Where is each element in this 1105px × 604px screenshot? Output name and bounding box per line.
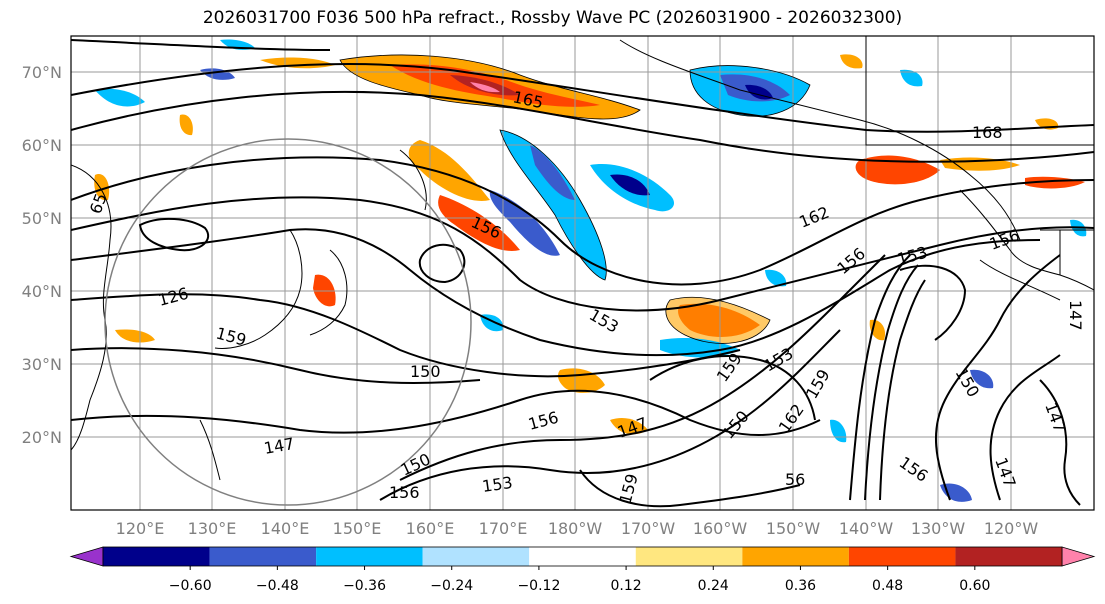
- contour-label: 168: [972, 123, 1003, 142]
- colorbar-segment: [742, 547, 849, 566]
- colorbar-tick-label: −0.24: [430, 578, 473, 594]
- colorbar-segment: [422, 547, 530, 566]
- colorbar-segment: [635, 547, 743, 566]
- lat-tick-label: 70°N: [22, 63, 62, 82]
- colorbar-extend-high: [1061, 546, 1096, 567]
- lon-tick-label: 170°E: [479, 519, 528, 538]
- lon-tick-label: 150°E: [333, 519, 382, 538]
- colorbar-segment: [848, 547, 956, 566]
- lat-tick-label: 50°N: [22, 209, 62, 228]
- colorbar-tick-label: −0.60: [169, 578, 212, 594]
- lat-tick-label: 40°N: [22, 282, 62, 301]
- contour-lines: [71, 39, 1094, 508]
- colorbar-segment: [209, 547, 317, 566]
- positive-anomaly-shading: [94, 54, 1085, 435]
- contour-label: 153: [481, 473, 514, 496]
- latitude-labels: 70°N 60°N 50°N 40°N 30°N 20°N: [22, 63, 62, 447]
- colorbar-tick-labels: −0.60 −0.48 −0.36 −0.24 −0.12 0.12 0.24 0.36 0.4…: [169, 566, 990, 594]
- colorbar-extend-low: [69, 546, 104, 567]
- map-frame: [70, 35, 1095, 511]
- anomaly-outlines: [339, 54, 811, 344]
- contour-label: 56: [785, 470, 805, 489]
- map-title: 2026031700 F036 500 hPa refract., Rossby…: [202, 8, 903, 28]
- lat-tick-label: 20°N: [22, 428, 62, 447]
- colorbar-segment: [316, 547, 423, 566]
- colorbar-segment: [955, 547, 1062, 566]
- colorbar-tick-label: 0.12: [611, 578, 642, 594]
- lon-tick-label: 160°W: [693, 519, 748, 538]
- lon-tick-label: 130°W: [911, 519, 966, 538]
- longitude-labels: 120°E 130°E 140°E 150°E 160°E 170°E 180°W 170°W…: [116, 519, 1039, 538]
- lat-tick-label: 60°N: [22, 136, 62, 155]
- radius-circle: [104, 138, 472, 506]
- colorbar: [69, 546, 1096, 567]
- colorbar-tick-label: 0.24: [698, 578, 729, 594]
- lon-tick-label: 120°E: [116, 519, 165, 538]
- lon-tick-label: 130°E: [188, 519, 237, 538]
- colorbar-segment: [103, 547, 210, 566]
- colorbar-tick-label: 0.48: [872, 578, 903, 594]
- lon-tick-label: 140°W: [839, 519, 894, 538]
- colorbar-frame: [102, 546, 1063, 567]
- lon-tick-label: 180°W: [548, 519, 603, 538]
- colorbar-tick-label: 0.36: [785, 578, 816, 594]
- lat-tick-label: 30°N: [22, 355, 62, 374]
- lon-tick-label: 140°E: [261, 519, 310, 538]
- colorbar-tick-label: 0.60: [959, 578, 990, 594]
- colorbar-tick-label: −0.48: [256, 578, 299, 594]
- negative-anomaly-shading: [95, 39, 1087, 502]
- colorbar-segment: [529, 547, 636, 566]
- colorbar-tick-label: −0.12: [517, 578, 560, 594]
- colorbar-tick-label: −0.36: [343, 578, 386, 594]
- contour-label: 147: [1066, 300, 1085, 331]
- lon-tick-label: 120°W: [984, 519, 1039, 538]
- lon-tick-label: 160°E: [406, 519, 455, 538]
- contour-label: 156: [389, 483, 420, 502]
- lon-tick-label: 170°W: [621, 519, 676, 538]
- lon-tick-label: 150°W: [766, 519, 821, 538]
- contour-label: 150: [410, 362, 441, 381]
